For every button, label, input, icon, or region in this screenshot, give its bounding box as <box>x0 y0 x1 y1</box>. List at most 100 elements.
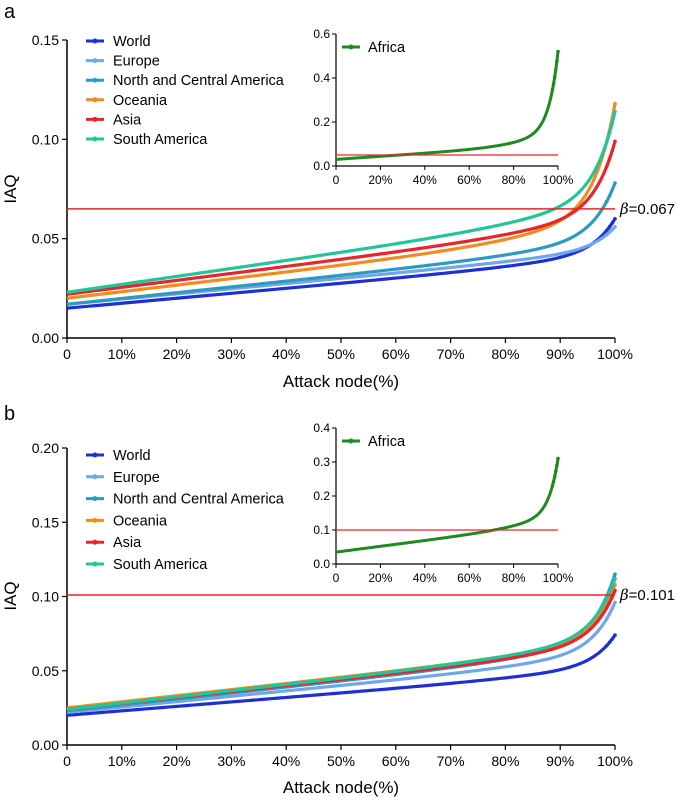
x-tick-label: 60% <box>382 753 410 769</box>
series-point <box>607 157 612 161</box>
legend-entry: South America <box>113 557 208 573</box>
legend-marker <box>92 517 98 523</box>
series-point <box>610 227 615 232</box>
legend-entry: Asia <box>113 112 142 128</box>
inset-y-tick-label: 0.3 <box>313 455 330 469</box>
series-point <box>604 616 609 621</box>
x-tick-label: 90% <box>546 346 574 362</box>
x-tick-label: 60% <box>382 346 410 362</box>
inset-x-tick-label: 0 <box>333 571 340 585</box>
inset-x-tick-label: 80% <box>502 571 526 585</box>
series-point <box>610 121 615 125</box>
series-point <box>610 221 615 225</box>
series-point <box>604 164 609 169</box>
inset-series-point <box>555 59 559 63</box>
inset-x-tick-label: 40% <box>413 173 437 187</box>
y-axis-label: IAQ <box>1 581 20 610</box>
y-tick-label: 0.00 <box>32 737 59 753</box>
series-point <box>607 612 612 616</box>
series-point <box>613 600 617 605</box>
y-tick-label: 0.15 <box>32 514 59 530</box>
legend-marker <box>92 58 98 64</box>
panel-a-chart: a0.000.050.100.150 10% 20% 30% 40% 50% 60% 70% 8… <box>1 1 675 391</box>
legend-entry: World <box>113 448 151 464</box>
beta-symbol: β <box>619 586 629 604</box>
x-axis-label: Attack node(%) <box>283 778 399 797</box>
panel-label: a <box>4 1 16 23</box>
inset-legend-marker <box>348 44 354 50</box>
inset-series-point <box>553 469 558 474</box>
threshold-label: β=0.101 <box>619 586 675 604</box>
series-point <box>607 590 612 595</box>
legend-entry: North and Central America <box>113 73 285 89</box>
series-point <box>604 232 609 237</box>
legend-marker <box>92 77 98 83</box>
legend-entry: Oceania <box>113 93 168 109</box>
legend-marker <box>92 474 98 480</box>
legend-marker <box>92 452 98 458</box>
inset-y-tick-label: 0.4 <box>313 421 330 435</box>
inset-x-tick-label: 0 <box>333 173 340 187</box>
inset-y-tick-label: 0.0 <box>313 159 330 173</box>
series-line-3 <box>66 584 617 710</box>
x-tick-label: 70% <box>437 753 465 769</box>
inset-y-tick-label: 0.2 <box>313 489 330 503</box>
legend-entry: South America <box>113 132 208 148</box>
y-tick-label: 0.05 <box>32 231 59 247</box>
series-point <box>613 217 617 221</box>
x-tick-label: 10% <box>108 753 136 769</box>
inset-series-point <box>552 474 557 479</box>
series-point <box>607 194 612 198</box>
x-tick-label: 0 <box>63 753 71 769</box>
legend-entry: Oceania <box>113 513 168 529</box>
inset-chart: 0.0 0.1 0.2 0.3 0.4 0 20% 40% 60% 80% 100% Africa <box>313 421 573 585</box>
series-point <box>604 139 609 144</box>
series-line-4 <box>66 140 617 296</box>
inset-x-tick-label: 20% <box>368 173 392 187</box>
legend-marker <box>92 136 98 142</box>
series-point <box>604 643 609 648</box>
panel-label: b <box>4 403 15 425</box>
threshold-label: β=0.067 <box>619 200 675 218</box>
series-point <box>604 596 609 601</box>
legend-entry: North and Central America <box>113 492 285 508</box>
series-line-2 <box>66 182 617 306</box>
x-tick-label: 10% <box>108 346 136 362</box>
inset-series-point <box>556 49 560 54</box>
y-tick-label: 0.10 <box>32 589 59 605</box>
y-tick-label: 0.00 <box>32 330 59 346</box>
inset-series-line <box>335 51 560 161</box>
inset-legend-entry: Africa <box>368 434 406 450</box>
inset-x-tick-label: 100% <box>543 173 574 187</box>
series-point <box>610 188 615 192</box>
inset-x-tick-label: 60% <box>457 173 481 187</box>
inset-series-point <box>555 463 559 468</box>
legend-marker <box>92 539 98 545</box>
series-point <box>610 637 615 641</box>
series-line-5 <box>66 111 617 294</box>
series-point <box>613 224 617 229</box>
inset-series-point <box>556 456 560 461</box>
x-tick-label: 40% <box>272 753 300 769</box>
series-point <box>613 576 617 581</box>
legend-marker <box>92 561 98 567</box>
series-point <box>613 588 617 593</box>
series-point <box>610 595 615 599</box>
inset-legend-marker <box>348 438 354 444</box>
inset-series-line <box>335 458 560 554</box>
x-tick-label: 80% <box>491 346 519 362</box>
inset-x-tick-label: 80% <box>502 173 526 187</box>
legend-entry: Europe <box>113 470 160 486</box>
inset-series-point <box>551 82 556 86</box>
legend-entry: Europe <box>113 54 160 70</box>
x-tick-label: 80% <box>491 753 519 769</box>
series-point <box>607 230 612 235</box>
inset-series-point <box>551 479 556 484</box>
legend-entry: World <box>113 34 151 50</box>
x-tick-label: 100% <box>597 346 633 362</box>
inset-y-tick-label: 0.0 <box>313 557 330 571</box>
x-axis-label: Attack node(%) <box>283 372 399 391</box>
inset-y-tick-label: 0.6 <box>313 27 330 41</box>
series-point <box>613 633 617 637</box>
